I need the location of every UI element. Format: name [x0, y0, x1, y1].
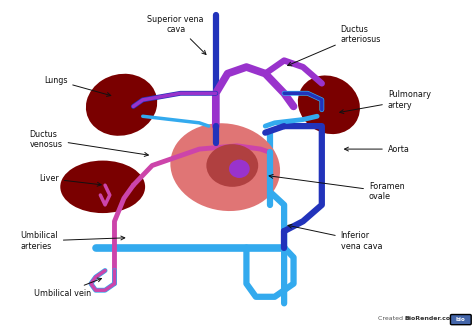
Ellipse shape — [60, 161, 145, 213]
Ellipse shape — [206, 144, 258, 187]
Text: bio: bio — [456, 317, 466, 322]
Text: Superior vena
cava: Superior vena cava — [147, 15, 206, 55]
Text: Pulmonary
artery: Pulmonary artery — [340, 90, 431, 114]
Text: Umbilical
arteries: Umbilical arteries — [20, 231, 125, 251]
Text: BioRender.com: BioRender.com — [404, 316, 457, 321]
Text: Liver: Liver — [39, 174, 101, 186]
Text: Foramen
ovale: Foramen ovale — [269, 174, 405, 202]
Text: Ductus
arteriosus: Ductus arteriosus — [288, 24, 381, 66]
Text: Lungs: Lungs — [44, 76, 111, 96]
Ellipse shape — [298, 75, 360, 134]
Text: Ductus
venosus: Ductus venosus — [30, 129, 148, 156]
Text: Umbilical vein: Umbilical vein — [35, 278, 101, 298]
Ellipse shape — [229, 160, 250, 178]
Text: Inferior
vena cava: Inferior vena cava — [288, 224, 382, 251]
Text: Created in: Created in — [378, 316, 413, 321]
FancyBboxPatch shape — [450, 314, 471, 325]
Ellipse shape — [86, 74, 157, 136]
Text: Aorta: Aorta — [345, 145, 410, 154]
Ellipse shape — [170, 123, 280, 211]
